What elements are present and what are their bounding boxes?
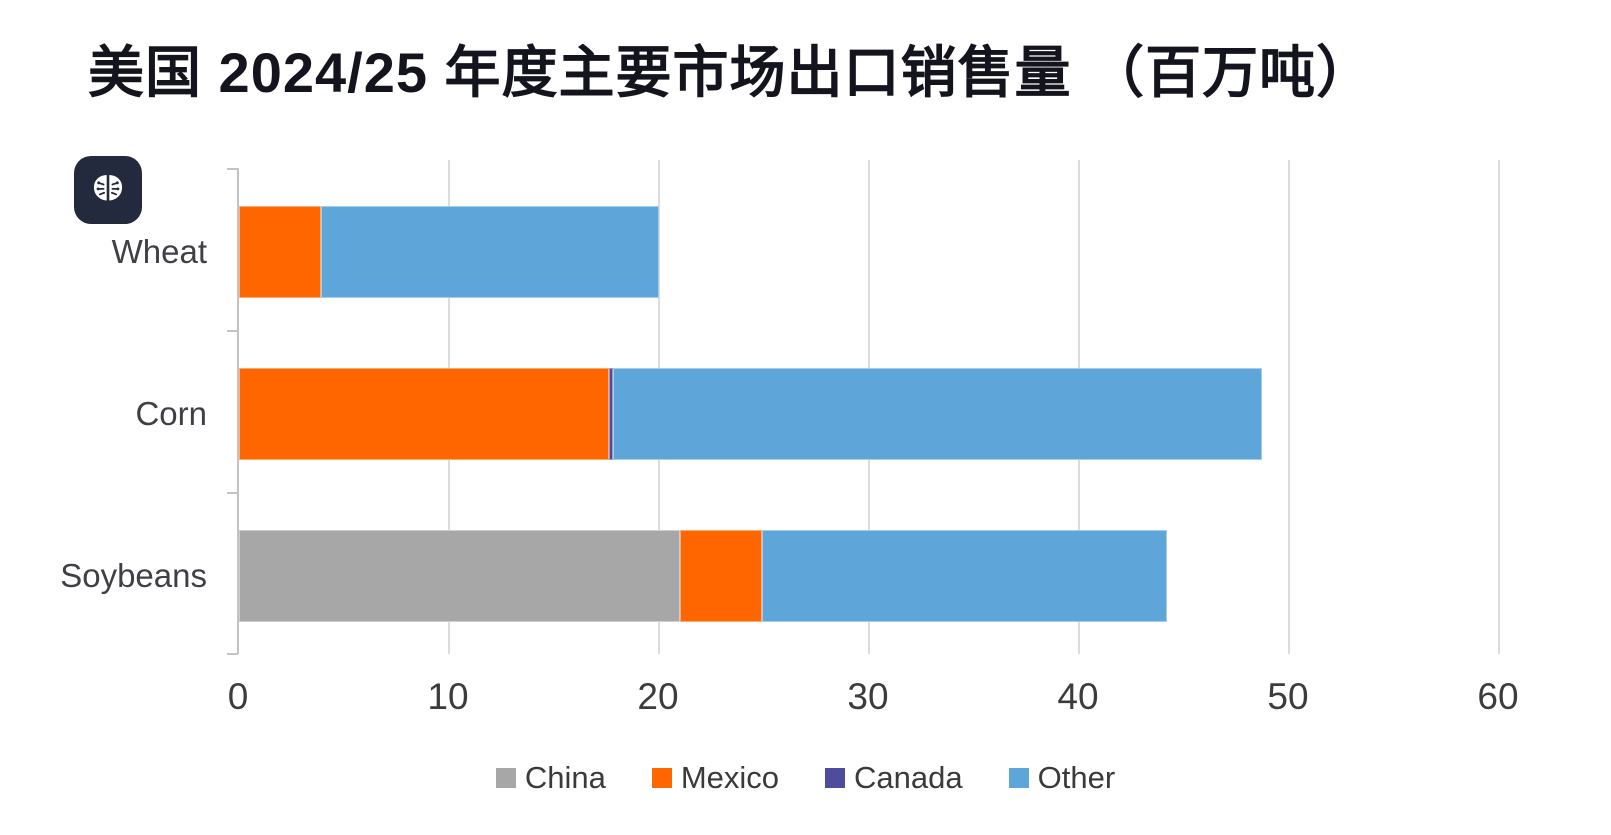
legend-swatch-canada: [825, 768, 846, 788]
legend-item-other: Other: [1008, 760, 1116, 796]
gridline-60: [1498, 160, 1500, 654]
bar-segment-china-soybeans: [239, 530, 680, 622]
category-label-corn: Corn: [135, 395, 207, 432]
x-tick-label-10: 10: [427, 676, 469, 717]
bar-segment-other-wheat: [320, 206, 659, 298]
chart-title: 美国 2024/25 年度主要市场出口销售量 （百万吨）: [88, 41, 1374, 104]
legend-swatch-other: [1008, 768, 1029, 788]
x-tick-label-30: 30: [847, 676, 889, 717]
x-tick-label-0: 0: [227, 676, 249, 717]
y-axis-tick: [227, 168, 238, 170]
bar-segment-mexico-wheat: [239, 206, 321, 298]
bar-segment-mexico-soybeans: [680, 530, 762, 622]
y-axis-line: [237, 168, 239, 654]
legend-swatch-china: [495, 768, 516, 788]
y-axis-tick: [227, 653, 238, 655]
gridline-50: [1288, 160, 1290, 654]
x-tick-label-60: 60: [1477, 676, 1519, 717]
x-tick-label-20: 20: [637, 676, 679, 717]
legend-label-china: China: [524, 760, 606, 795]
legend-label-canada: Canada: [854, 760, 963, 795]
legend-label-mexico: Mexico: [680, 760, 780, 795]
x-tick-label-40: 40: [1057, 676, 1099, 717]
legend-swatch-mexico: [651, 768, 672, 788]
y-axis-tick: [227, 330, 238, 332]
x-tick-label-50: 50: [1267, 676, 1309, 717]
category-label-wheat: Wheat: [111, 233, 207, 270]
bar-segment-other-corn: [612, 368, 1262, 460]
bar-segment-mexico-corn: [239, 368, 609, 460]
category-label-soybeans: Soybeans: [60, 557, 207, 594]
y-axis-tick: [227, 492, 238, 494]
brain-icon-badge: [74, 156, 142, 224]
bar-segment-canada-corn: [608, 368, 613, 460]
legend-item-china: China: [495, 760, 606, 796]
legend-item-canada: Canada: [825, 760, 963, 796]
legend-item-mexico: Mexico: [651, 760, 780, 796]
legend-label-other: Other: [1037, 760, 1116, 795]
bar-segment-other-soybeans: [761, 530, 1168, 622]
chart-legend: China Mexico Canada Other: [0, 760, 1611, 796]
brain-icon: [93, 175, 123, 201]
